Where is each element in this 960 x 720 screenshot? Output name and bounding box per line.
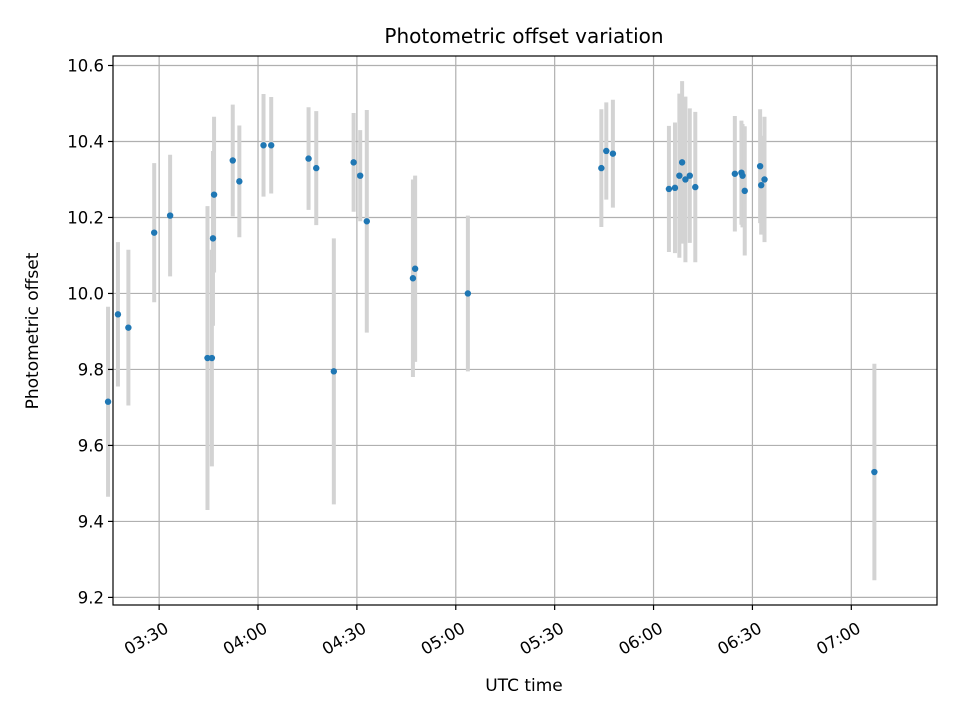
y-tick-label: 10.0 [67,284,104,303]
data-point [756,162,764,170]
data-point [603,147,610,155]
y-tick-label: 9.4 [78,512,104,531]
data-point [739,172,746,179]
data-point [871,468,878,476]
data-point [313,164,320,172]
point-layer [104,142,878,476]
y-axis-label: Photometric offset [23,252,43,409]
data-point [260,142,267,149]
data-point [665,185,673,193]
data-point [609,150,617,157]
data-point [208,354,216,362]
data-point [210,191,218,198]
data-point [682,176,689,183]
y-tick-label: 9.8 [78,360,104,379]
data-point [741,187,748,195]
data-point [236,178,243,185]
data-point [104,398,112,405]
y-tick-label: 9.6 [78,436,104,455]
data-point [409,275,417,282]
data-point [761,176,768,183]
data-point [686,172,693,179]
data-point [676,172,683,179]
data-point [268,142,275,149]
data-point [229,157,236,164]
data-point [114,311,122,318]
y-tick-label: 9.2 [78,588,104,607]
data-point [671,184,679,192]
data-point [363,218,370,225]
data-point [151,229,158,236]
data-point [411,265,419,272]
data-point [692,183,699,191]
y-tick-label: 10.4 [67,132,104,151]
data-point [758,181,765,189]
y-tick-label: 10.6 [67,56,104,75]
x-axis-label: UTC time [485,676,563,696]
plot-frame [112,55,938,606]
data-point [598,164,605,172]
data-point [731,170,739,177]
data-point [209,235,217,242]
data-point [330,368,338,375]
y-tick-label: 10.2 [67,208,104,227]
data-point [357,172,364,179]
data-point [305,155,312,162]
data-point [350,159,357,166]
grid-layer [113,56,937,605]
data-point [125,324,132,331]
data-point [464,290,472,297]
data-point [166,212,174,219]
data-point [204,354,211,362]
chart-title: Photometric offset variation [384,24,663,48]
data-point [678,159,686,166]
